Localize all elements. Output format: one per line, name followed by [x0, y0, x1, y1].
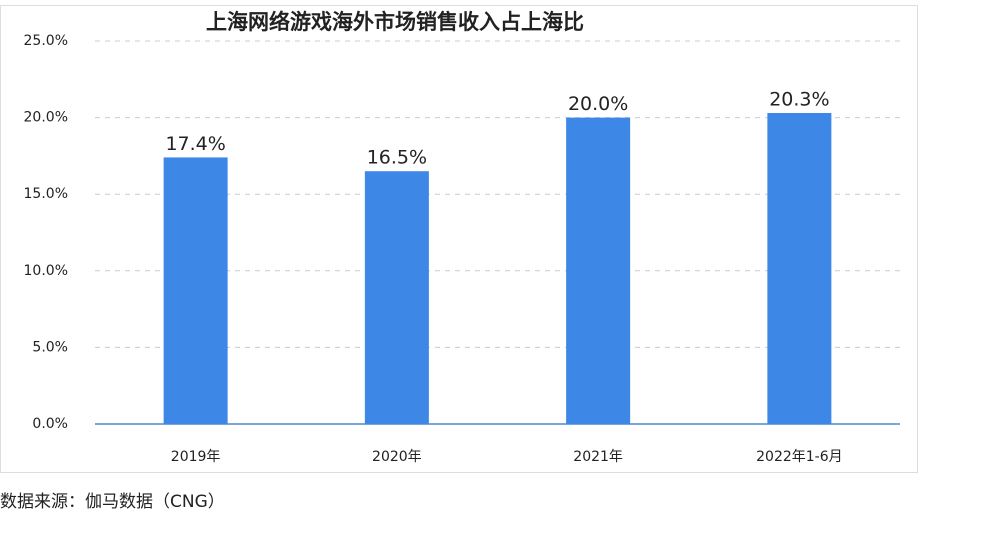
y-tick-label: 15.0%	[24, 186, 68, 202]
bar	[767, 113, 832, 424]
data-label: 16.5%	[367, 147, 427, 169]
bar	[163, 157, 228, 424]
chart-frame	[0, 5, 918, 473]
source-note: 数据来源：伽马数据（CNG）	[0, 492, 225, 512]
x-tick-label: 2019年	[171, 449, 221, 465]
x-tick-label: 2022年1-6月	[756, 449, 843, 465]
bar	[566, 117, 631, 424]
data-label: 20.0%	[568, 93, 628, 115]
y-tick-label: 5.0%	[32, 339, 68, 355]
y-tick-label: 20.0%	[24, 110, 68, 126]
y-tick-label: 0.0%	[32, 416, 68, 432]
x-tick-label: 2021年	[573, 449, 623, 465]
data-label: 17.4%	[165, 133, 225, 155]
chart-title: 上海网络游戏海外市场销售收入占上海比	[206, 10, 584, 34]
y-tick-label: 10.0%	[24, 263, 68, 279]
data-label: 20.3%	[769, 89, 829, 111]
y-tick-label: 25.0%	[24, 33, 68, 49]
x-tick-label: 2020年	[372, 449, 422, 465]
bar	[364, 171, 429, 424]
